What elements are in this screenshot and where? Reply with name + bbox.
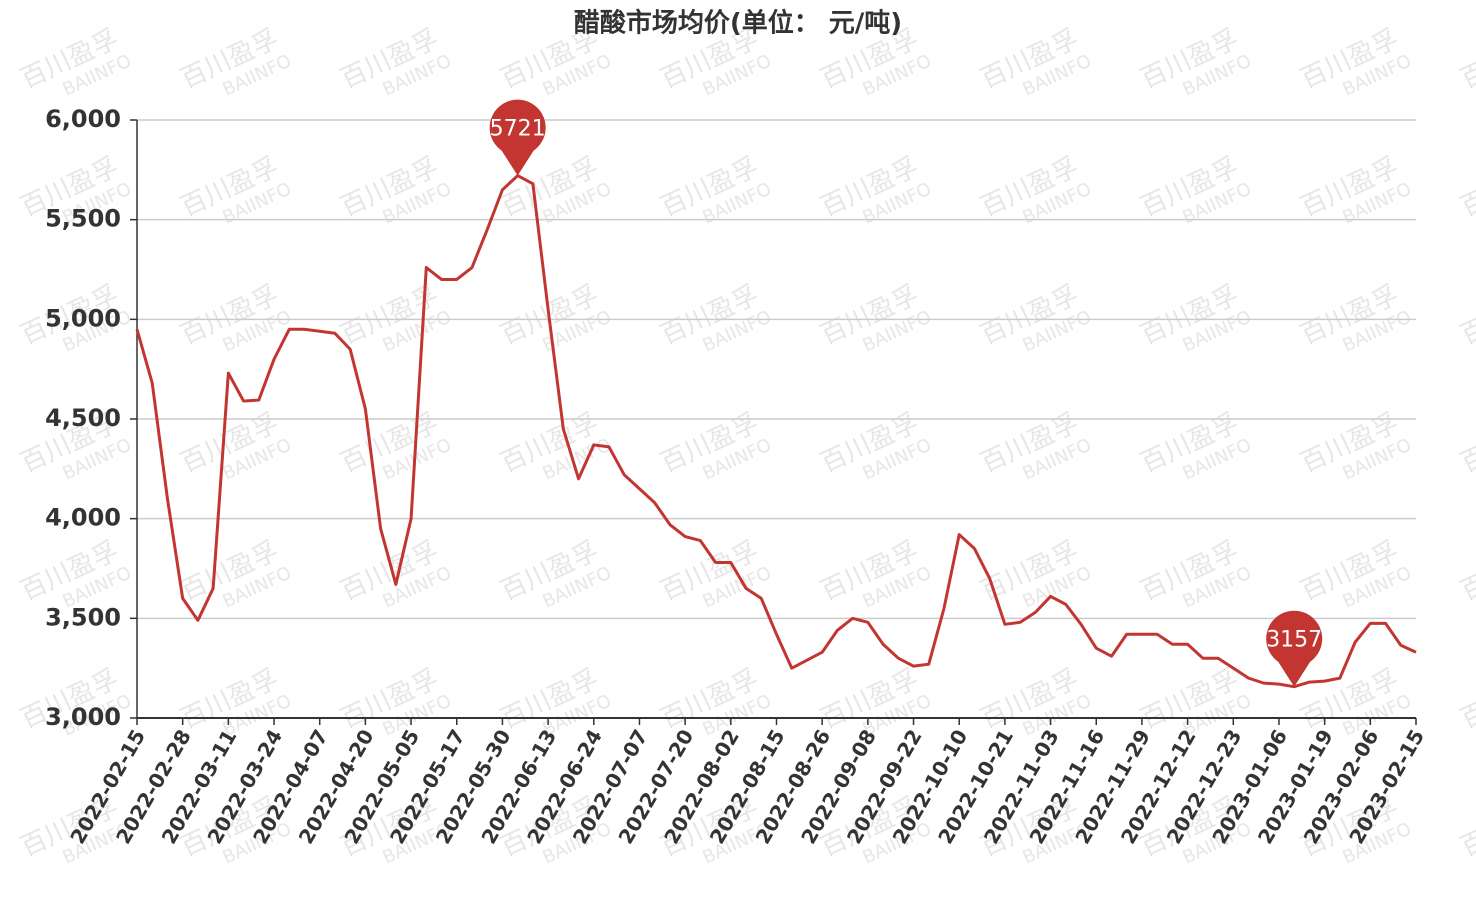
y-tick-label: 6,000 [45,105,121,133]
watermark-text: 百川盈孚 [1456,536,1476,607]
y-tick-label: 4,500 [45,404,121,432]
chart-title: 醋酸市场均价(单位： 元/吨) [574,8,902,39]
pin-marker [489,99,546,176]
y-tick-label: 4,000 [45,504,121,532]
watermark-text: 百川盈孚 [1456,408,1476,479]
y-tick-label: 5,500 [45,205,121,233]
y-tick-label: 3,500 [45,603,121,631]
watermark-text: 百川盈孚 [1456,792,1476,863]
watermark-text: 百川盈孚 [1456,24,1476,95]
watermark-text: 百川盈孚 [1456,664,1476,735]
line [135,174,1417,689]
pin-marker [1266,610,1323,687]
y-tick-label: 3,000 [45,703,121,731]
pin-label: 3157 [1266,628,1322,653]
pin-label: 5721 [490,117,546,142]
watermark-text: 百川盈孚 [1456,152,1476,223]
y-tick-label: 5,000 [45,304,121,332]
watermark-text: 百川盈孚 [1456,280,1476,351]
